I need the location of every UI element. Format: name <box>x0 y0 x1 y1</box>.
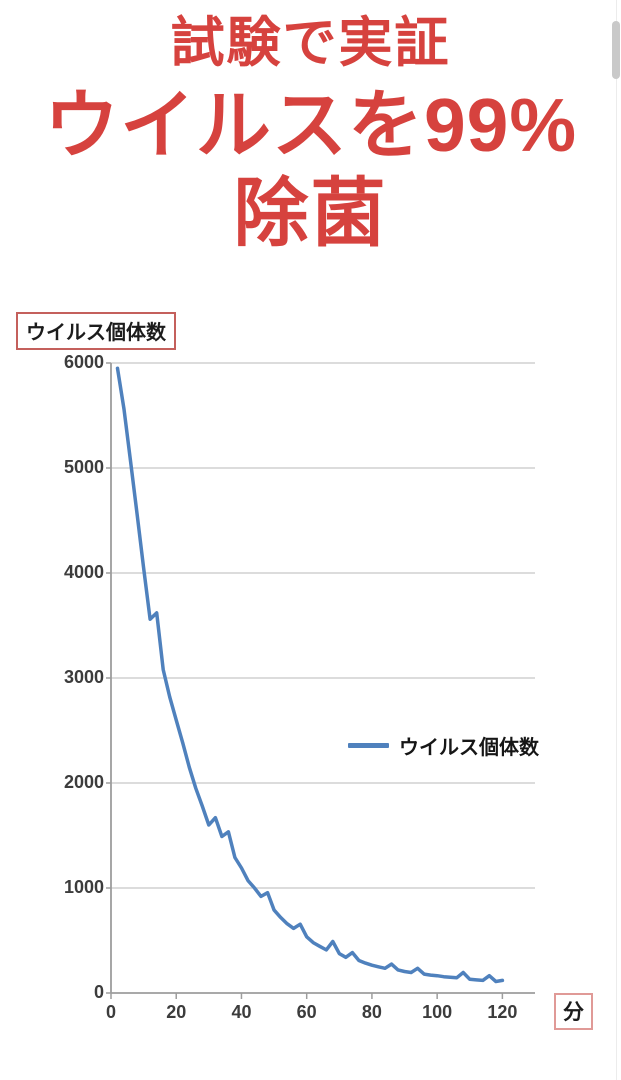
y-tick-label: 0 <box>93 982 104 1002</box>
x-tick-label: 60 <box>296 1002 317 1022</box>
chart-legend: ウイルス個体数 <box>348 731 539 760</box>
legend-line-swatch <box>348 743 389 748</box>
scrollbar-track[interactable] <box>616 0 617 1080</box>
scrollbar-thumb[interactable] <box>612 21 620 79</box>
y-tick-label: 4000 <box>63 562 104 582</box>
legend-label: ウイルス個体数 <box>399 737 539 759</box>
y-tick-label: 6000 <box>63 352 104 372</box>
virus-count-series-line <box>115 366 505 984</box>
x-tick-label: 100 <box>422 1002 453 1022</box>
y-tick-label: 3000 <box>63 667 104 687</box>
y-axis-title: ウイルス個体数 <box>26 322 166 344</box>
x-tick-label: 0 <box>105 1002 116 1022</box>
header: 試験で実証 ウイルスを99% 除菌 <box>0 0 621 257</box>
y-tick-label: 5000 <box>63 457 104 477</box>
header-line-3: 除菌 <box>233 171 388 256</box>
x-tick-label: 40 <box>231 1002 252 1022</box>
x-tick-label: 120 <box>487 1002 518 1022</box>
y-axis-title-box: ウイルス個体数 <box>16 312 176 350</box>
x-tick-label: 20 <box>166 1002 187 1022</box>
x-tick-label: 80 <box>361 1002 382 1022</box>
header-line-2: ウイルスを99% <box>43 83 578 168</box>
x-axis-unit-box: 分 <box>554 993 593 1030</box>
header-line-1: 試験で実証 <box>170 13 451 73</box>
y-tick-label: 1000 <box>63 877 104 897</box>
y-tick-label: 2000 <box>63 772 104 792</box>
x-axis-unit-label: 分 <box>563 1001 584 1024</box>
